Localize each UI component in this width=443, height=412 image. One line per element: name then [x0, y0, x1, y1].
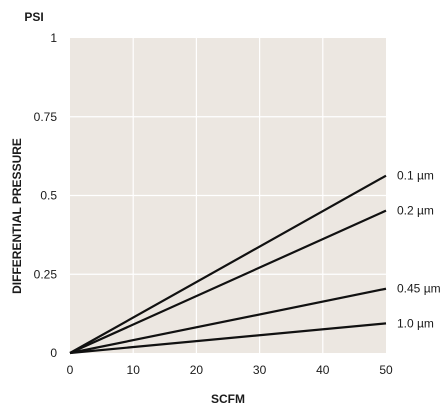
- series-label: 1.0 µm: [397, 316, 434, 330]
- y-tick-label: 0.75: [34, 110, 58, 124]
- x-tick-label: 40: [316, 363, 330, 377]
- unit-label: PSI: [24, 10, 43, 24]
- x-tick-label: 10: [127, 363, 141, 377]
- grid-lines: [70, 38, 386, 353]
- x-tick-label: 0: [67, 363, 74, 377]
- y-tick-label: 0.25: [34, 267, 58, 281]
- series-line: [69, 174, 387, 354]
- series-line: [69, 209, 387, 355]
- y-tick-label: 1: [50, 31, 57, 45]
- y-tick-label: 0.5: [40, 189, 57, 203]
- y-axis-title: DIFFERENTIAL PRESSURE: [10, 138, 24, 294]
- series-line: [69, 287, 387, 355]
- x-tick-label: 20: [190, 363, 204, 377]
- tick-labels: 0 10 20 30 40 50 0 0.25 0.5 0.75 1: [34, 31, 393, 377]
- series-label: 0.1 µm: [397, 169, 434, 183]
- series-labels: 0.1 µm 0.2 µm 0.45 µm 1.0 µm: [397, 169, 441, 331]
- series-label: 0.45 µm: [397, 282, 441, 296]
- x-tick-label: 30: [253, 363, 267, 377]
- series-label: 0.2 µm: [397, 204, 434, 218]
- x-axis-title: SCFM: [211, 392, 245, 406]
- series-lines: [69, 174, 387, 355]
- series-line: [69, 322, 387, 355]
- x-tick-label: 50: [379, 363, 393, 377]
- y-tick-label: 0: [50, 346, 57, 360]
